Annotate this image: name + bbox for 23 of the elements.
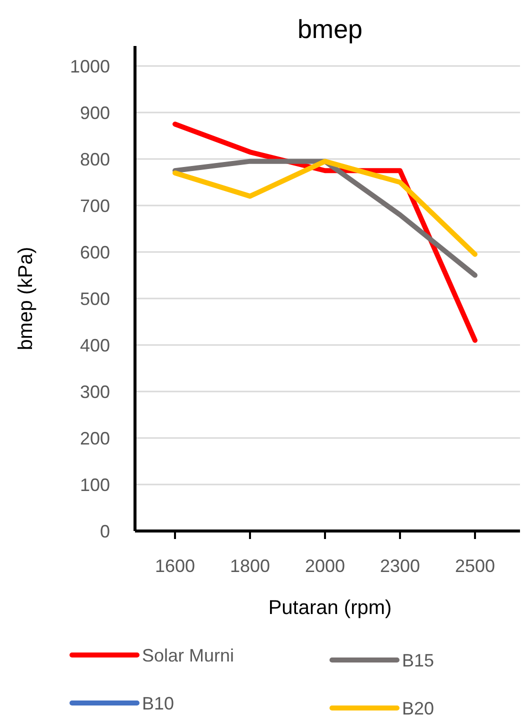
y-tick-label: 300 [80,382,110,402]
x-tick-label: 1600 [154,556,196,576]
y-tick-label: 900 [80,102,110,123]
legend-label: Solar Murni [142,645,234,666]
y-tick-label: 800 [80,149,110,170]
y-tick-label: 0 [100,521,110,542]
y-tick-label: 500 [80,288,110,309]
y-tick-label: 400 [80,335,110,356]
x-axis-title: Putaran (rpm) [268,597,392,619]
y-tick-label: 100 [80,474,110,495]
y-tick-label: 1000 [70,56,110,76]
legend-label: B15 [402,650,434,670]
x-tick-label: 2300 [380,556,420,576]
y-tick-label: 600 [80,242,110,262]
legend-label: B10 [142,693,174,714]
x-tick-label: 1800 [230,556,270,576]
chart-title: bmep [297,14,363,44]
legend-label: B20 [402,698,434,718]
x-tick-label: 2000 [304,556,346,576]
x-tick-label: 2500 [454,556,496,576]
y-tick-label: 200 [80,428,110,448]
y-axis-title: bmep (kPa) [15,246,37,350]
y-tick-label: 700 [80,196,110,216]
